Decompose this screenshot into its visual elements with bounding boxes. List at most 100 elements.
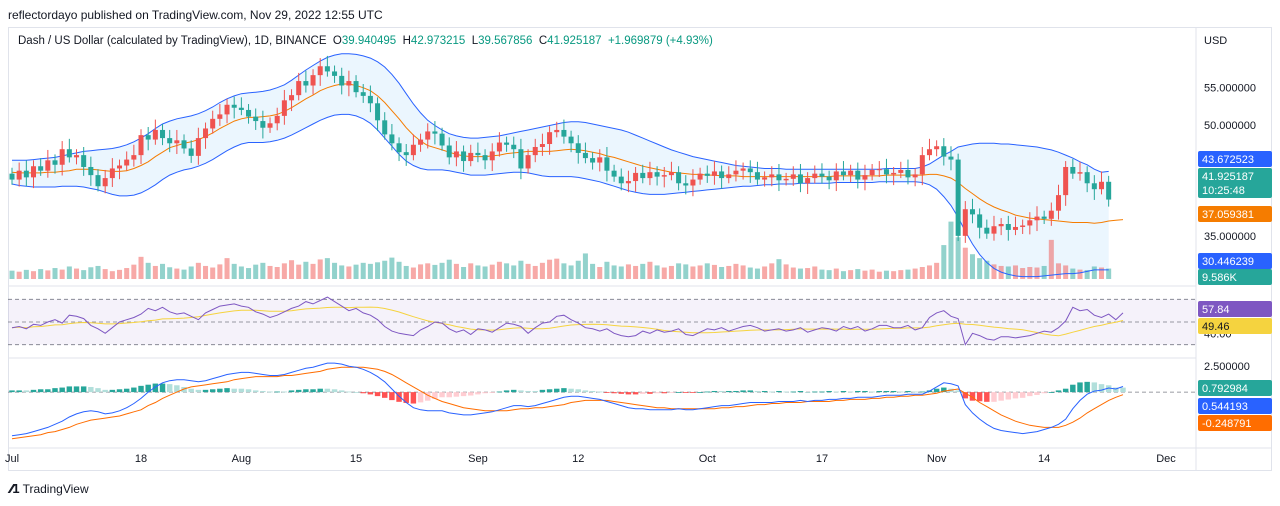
- candle-body: [403, 152, 409, 156]
- macd-histogram-bar: [331, 389, 338, 393]
- macd-histogram-bar: [1084, 381, 1090, 393]
- signal-badge-bg: [1198, 415, 1272, 431]
- macd-histogram-bar: [1098, 384, 1105, 393]
- volume-bar: [59, 269, 65, 279]
- macd-histogram-bar: [991, 392, 997, 402]
- symbol-name[interactable]: Dash / US Dollar (calculated by TradingV…: [18, 35, 327, 47]
- candle-body: [769, 174, 775, 178]
- macd-hist-badge-bg: [1198, 380, 1272, 396]
- candle-body: [152, 129, 158, 140]
- volume-bar: [475, 265, 481, 279]
- volume-bar: [410, 267, 416, 279]
- footer-brand[interactable]: ⁄⁄1 TradingView: [10, 481, 89, 496]
- macd-histogram-bar: [360, 392, 366, 394]
- volume-bar: [733, 263, 739, 279]
- macd-histogram-bar: [1120, 387, 1126, 393]
- signal-badge: -0.248791: [1202, 418, 1252, 430]
- candle-body: [998, 224, 1004, 227]
- candle-body: [647, 172, 653, 179]
- volume-bar: [9, 270, 15, 279]
- candle-body: [590, 158, 596, 163]
- macd-histogram-bar: [188, 388, 194, 393]
- volume-bar: [74, 268, 80, 279]
- volume-bar: [16, 271, 22, 279]
- candle-body: [496, 142, 502, 152]
- macd-histogram-bar: [288, 390, 295, 393]
- candle-body: [1106, 181, 1112, 200]
- macd-histogram-bar: [209, 389, 216, 393]
- macd-histogram-bar: [912, 391, 918, 393]
- candle-body: [138, 135, 144, 156]
- volume-bar: [1041, 265, 1047, 279]
- candle-body: [360, 92, 366, 96]
- candle-body: [754, 172, 760, 180]
- macd-histogram-bar: [654, 392, 660, 394]
- candle-body: [654, 172, 660, 177]
- volume-bar: [1048, 239, 1054, 279]
- volume-bar: [855, 269, 861, 279]
- macd-histogram-bar: [525, 390, 531, 393]
- macd-histogram-bar: [195, 389, 202, 393]
- volume-bar: [654, 265, 660, 279]
- macd-histogram-bar: [604, 392, 610, 393]
- volume-bar: [1077, 269, 1083, 279]
- macd-histogram-bar: [797, 390, 804, 393]
- volume-bar: [246, 268, 252, 279]
- volume-bar: [941, 245, 947, 279]
- volume-bar: [1091, 266, 1097, 279]
- macd-histogram-bar: [969, 392, 976, 401]
- candle-body: [410, 144, 416, 156]
- volume-bar: [432, 264, 438, 279]
- volume-bar: [977, 258, 983, 279]
- volume-bar: [88, 267, 94, 279]
- macd-histogram-bar: [1091, 382, 1098, 393]
- volume-bar: [95, 265, 101, 279]
- volume-bar: [1027, 267, 1033, 279]
- macd-histogram-bar: [260, 390, 266, 393]
- bb-upper-badge: 43.672523: [1202, 154, 1254, 166]
- volume-bar: [912, 268, 918, 279]
- macd-histogram-bar: [475, 392, 481, 395]
- candle-body: [618, 176, 624, 184]
- macd-histogram-bar: [869, 391, 875, 393]
- volume-bar: [1005, 266, 1011, 279]
- macd-histogram-bar: [826, 390, 832, 393]
- candle-body: [525, 155, 531, 169]
- volume-bar: [1106, 268, 1112, 279]
- macd-histogram-bar: [855, 390, 861, 393]
- candle-body: [704, 173, 710, 176]
- volume-bar: [296, 264, 302, 279]
- volume-bar: [955, 237, 961, 279]
- candle-body: [518, 149, 524, 169]
- candle-body: [812, 173, 818, 179]
- candle-body: [919, 155, 925, 175]
- volume-bar: [883, 270, 889, 279]
- volume-bar: [769, 263, 775, 279]
- macd-histogram-bar: [998, 392, 1004, 401]
- macd-histogram-bar: [769, 391, 775, 393]
- candle-body: [640, 172, 646, 179]
- volume-bar: [862, 270, 868, 279]
- candle-body: [962, 209, 968, 236]
- macd-histogram-bar: [52, 388, 58, 393]
- candle-body: [396, 143, 402, 153]
- candle-body: [303, 81, 309, 86]
- volume-bar: [704, 263, 710, 279]
- macd-histogram-bar: [496, 391, 503, 393]
- volume-bar: [238, 266, 244, 279]
- candle-body: [95, 175, 101, 187]
- candle-body: [117, 165, 123, 169]
- volume-bar: [389, 257, 395, 279]
- candle-body: [582, 152, 588, 159]
- basis-badge: 37.059381: [1202, 209, 1254, 221]
- volume-bar: [1084, 270, 1090, 279]
- macd-histogram-bar: [941, 387, 947, 393]
- volume-bar: [962, 247, 968, 279]
- volume-bar: [482, 266, 488, 279]
- close-label: C: [538, 35, 548, 47]
- macd-histogram-bar: [367, 392, 374, 395]
- macd-histogram-bar: [518, 390, 524, 393]
- volume-bar: [224, 258, 230, 279]
- macd-histogram-bar: [439, 392, 445, 398]
